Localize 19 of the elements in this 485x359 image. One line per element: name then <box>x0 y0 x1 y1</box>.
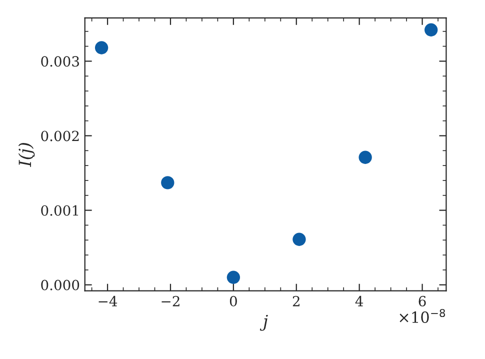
x-tick-label: −4 <box>98 296 118 306</box>
point <box>424 23 438 36</box>
y-axis-title: I(j) <box>18 143 35 167</box>
x-tick-label: 6 <box>418 296 426 306</box>
point <box>161 176 174 190</box>
y-tick-label: 0.003 <box>41 56 79 67</box>
point <box>94 41 108 54</box>
point <box>292 232 306 246</box>
y-tick-label: 0.000 <box>41 280 80 290</box>
y-tick-label: 0.001 <box>41 205 78 216</box>
text: ×10$^{−8}$ <box>400 308 446 323</box>
x-tick-label: 2 <box>292 296 300 306</box>
point <box>358 150 372 164</box>
x-tick-label: −2 <box>162 296 180 306</box>
y-tick-label: 0.002 <box>41 130 79 142</box>
x-axis-title: j <box>260 314 268 331</box>
x-tick-label: 0 <box>230 296 237 306</box>
point <box>226 270 240 284</box>
x-tick-label: 4 <box>355 296 364 306</box>
